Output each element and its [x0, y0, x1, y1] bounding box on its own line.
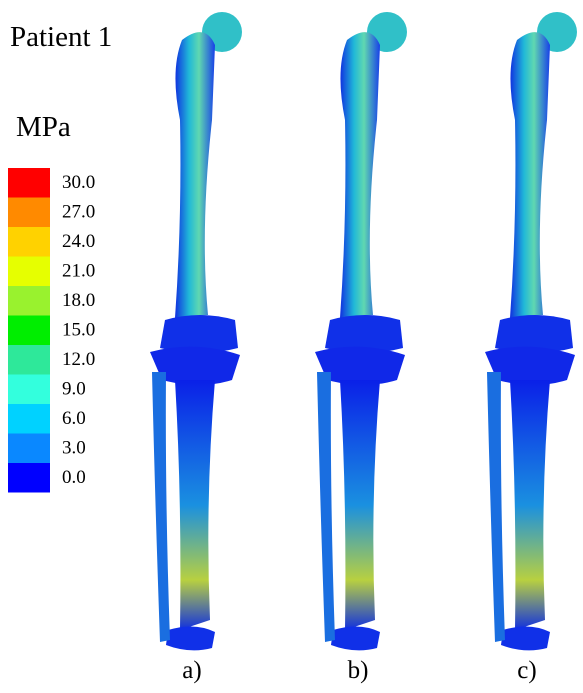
legend-swatch — [8, 463, 50, 493]
leg-b — [315, 12, 407, 650]
panel-label: b) — [348, 657, 369, 684]
legend-swatch — [8, 404, 50, 434]
legend-label: 15.0 — [62, 320, 95, 341]
legend-swatch — [8, 316, 50, 346]
legend-swatch — [8, 375, 50, 405]
legend-swatch — [8, 198, 50, 228]
panel-labels: a) b) c) — [182, 657, 536, 684]
legend-label: 24.0 — [62, 231, 95, 252]
legend-label: 0.0 — [62, 467, 86, 488]
legend-swatch — [8, 434, 50, 464]
panel-label: a) — [182, 657, 201, 684]
unit: MPa — [16, 111, 71, 143]
leg-c — [485, 12, 577, 650]
legend-label: 27.0 — [62, 202, 95, 223]
legend-label: 12.0 — [62, 349, 95, 370]
legend: 30.0 27.0 24.0 21.0 18.0 15.0 12.0 9.0 6.0 3.0 0.0 — [8, 168, 95, 493]
legend-swatch — [8, 345, 50, 375]
legend-label: 21.0 — [62, 261, 95, 282]
legend-label: 18.0 — [62, 290, 95, 311]
legend-label: 6.0 — [62, 408, 86, 429]
figure: Patient 1 MPa 30.0 27.0 24.0 21.0 18.0 15.0 12… — [0, 0, 583, 693]
legend-label: 3.0 — [62, 438, 86, 459]
legend-swatch — [8, 257, 50, 287]
legend-swatch — [8, 227, 50, 257]
legend-swatch — [8, 168, 50, 198]
legend-label: 9.0 — [62, 379, 86, 400]
legend-swatch — [8, 286, 50, 316]
legend-label: 30.0 — [62, 172, 95, 193]
title: Patient 1 — [10, 21, 112, 53]
leg-a — [150, 12, 242, 650]
panel-label: c) — [517, 657, 536, 684]
